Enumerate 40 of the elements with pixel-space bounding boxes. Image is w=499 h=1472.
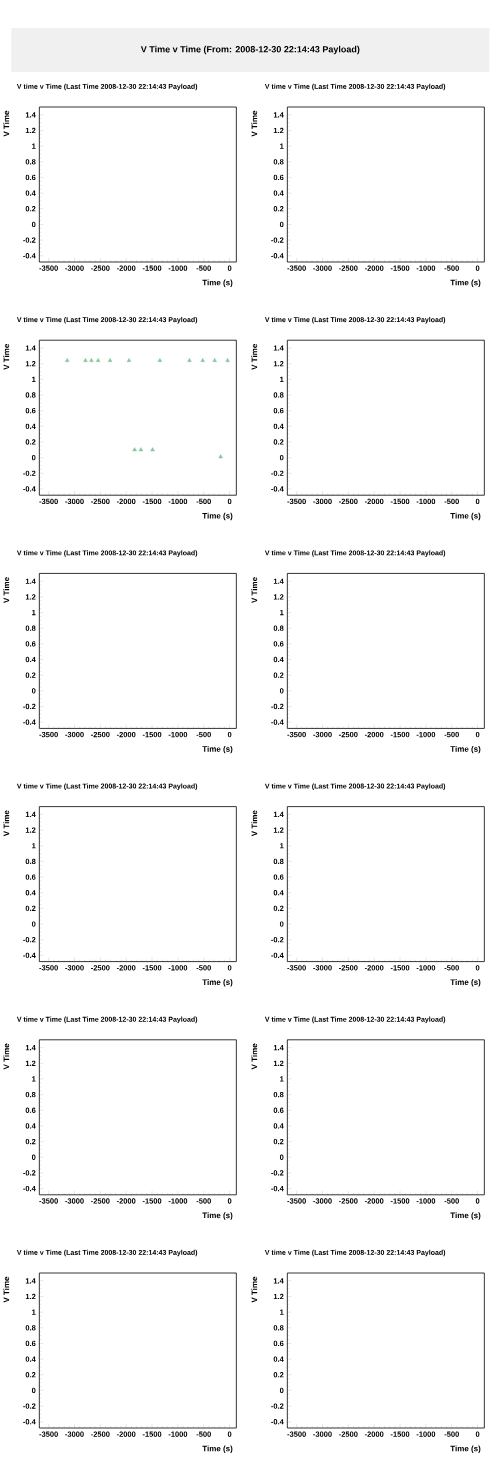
x-axis-title: Time (s) [202, 979, 233, 987]
y-axis-title: V Time [251, 810, 258, 837]
y-axis-title: V Time [3, 810, 10, 837]
x-axis-title: Time (s) [202, 745, 233, 754]
point [95, 358, 101, 362]
text: V Time v Time (From: 2008-12-30 22:14:43 Payload) [140, 45, 360, 55]
point [157, 358, 162, 362]
point [89, 358, 94, 362]
point [225, 358, 230, 362]
y-axis-title: V Time [251, 1043, 258, 1070]
x-axis-title: Time (s) [450, 512, 481, 521]
y-axis-title: V Time [3, 1276, 10, 1303]
x-axis-title: Time (s) [202, 279, 233, 287]
point [64, 358, 70, 362]
x-axis-title: Time (s) [450, 1212, 481, 1220]
point [132, 447, 137, 452]
x-axis-title: Time (s) [202, 1212, 233, 1220]
point [200, 358, 205, 362]
x-axis-title: Time (s) [450, 745, 481, 754]
y-axis-title: V Time [3, 1043, 10, 1070]
point [138, 447, 143, 452]
y-axis-title: V Time [251, 110, 258, 137]
x-axis-title: Time (s) [202, 1445, 233, 1453]
y-axis-title: V Time [251, 577, 258, 603]
x-axis-title: Time (s) [450, 979, 481, 987]
y-axis-title: V Time [3, 110, 10, 137]
x-axis-title: Time (s) [202, 512, 233, 521]
y-axis-title: V Time [3, 344, 10, 370]
x-axis-title: Time (s) [450, 279, 481, 287]
x-axis-title: Time (s) [450, 1445, 481, 1453]
point [218, 454, 223, 459]
point [126, 358, 132, 362]
point [107, 358, 113, 362]
point [83, 358, 88, 362]
point [150, 447, 155, 452]
point [212, 358, 217, 362]
y-axis-title: V Time [3, 577, 10, 603]
point [187, 358, 192, 362]
y-axis-title: V Time [251, 1276, 258, 1303]
y-axis-title: V Time [251, 344, 258, 370]
